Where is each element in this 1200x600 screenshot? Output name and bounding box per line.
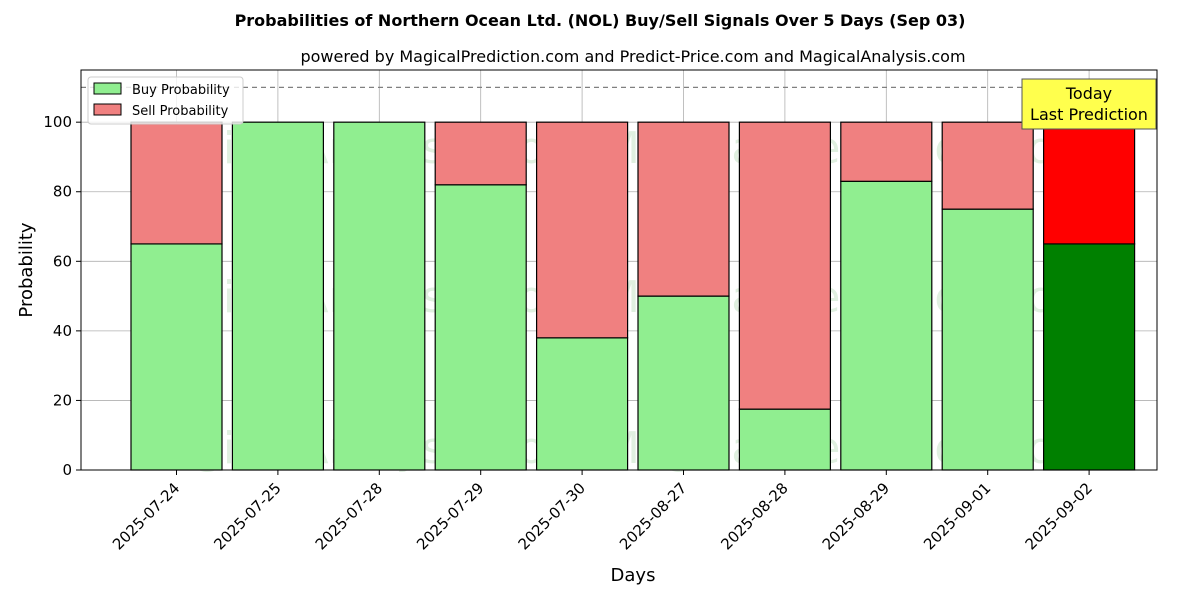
x-tick-label: 2025-07-25	[210, 479, 284, 553]
bar-buy	[130, 243, 223, 471]
bar-buy	[535, 337, 629, 471]
legend-swatch-sell	[93, 103, 122, 116]
x-tick-label: 2025-07-30	[515, 479, 589, 553]
x-tick-label: 2025-08-27	[616, 479, 690, 553]
y-axis-ticks: 0 20 40 60 80 100	[43, 113, 81, 479]
bar-buy	[434, 184, 527, 471]
bar-sell	[535, 121, 629, 339]
bar-sell	[637, 121, 730, 297]
bar-buy	[941, 208, 1034, 471]
legend-label-buy: Buy Probability	[132, 83, 230, 98]
chart-subtitle: powered by MagicalPrediction.com and Pre…	[300, 47, 965, 66]
bar-sell	[738, 121, 832, 410]
y-axis-label: Probability	[16, 222, 37, 317]
y-tick-label: 40	[53, 322, 72, 340]
legend-swatch-buy	[93, 82, 122, 95]
x-tick-label: 2025-08-29	[819, 479, 893, 553]
y-tick-label: 20	[53, 391, 72, 409]
x-axis-label: Days	[611, 565, 656, 586]
bars	[130, 121, 1136, 471]
y-tick-label: 0	[62, 461, 72, 479]
x-tick-label: 2025-09-02	[1022, 479, 1096, 553]
bar-buy	[738, 408, 832, 471]
bar-sell	[840, 121, 933, 182]
chart-title: Probabilities of Northern Ocean Ltd. (NO…	[235, 11, 966, 30]
bar-sell	[434, 121, 527, 186]
legend-label-sell: Sell Probability	[132, 104, 229, 119]
bar-buy	[231, 121, 324, 471]
y-tick-label: 80	[53, 183, 72, 201]
annotation-box	[1021, 78, 1157, 130]
bar-buy	[840, 180, 933, 471]
bar-sell	[1042, 121, 1136, 245]
x-tick-label: 2025-07-28	[312, 479, 386, 553]
x-axis-ticks: 2025-07-24 2025-07-25 2025-07-28 2025-07-29…	[109, 470, 1096, 553]
bar-sell	[130, 121, 223, 245]
bar-buy	[1042, 243, 1136, 471]
y-tick-label: 60	[53, 252, 72, 270]
x-tick-label: 2025-09-01	[920, 479, 994, 553]
annotation-line-2: Last Prediction	[1030, 105, 1148, 124]
x-tick-label: 2025-07-24	[109, 479, 183, 553]
bar-sell	[941, 121, 1034, 210]
legend: Buy Probability Sell Probability	[87, 76, 244, 125]
annotation-today: Today Last Prediction	[1021, 78, 1157, 130]
bar-buy	[637, 295, 730, 471]
y-tick-label: 100	[43, 113, 72, 131]
x-tick-label: 2025-08-28	[717, 479, 791, 553]
bar-buy	[333, 121, 426, 471]
x-tick-label: 2025-07-29	[413, 479, 487, 553]
plot-frame	[80, 69, 1158, 471]
annotation-line-1: Today	[1065, 84, 1112, 103]
legend-box	[87, 76, 244, 125]
